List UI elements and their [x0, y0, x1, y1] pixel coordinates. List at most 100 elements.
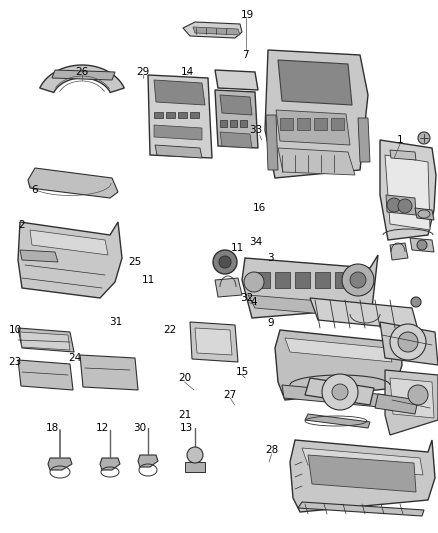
Polygon shape	[275, 328, 402, 400]
Text: 24: 24	[68, 353, 81, 363]
Text: 30: 30	[134, 423, 147, 433]
Text: 9: 9	[267, 318, 274, 328]
Polygon shape	[18, 222, 122, 298]
Polygon shape	[155, 145, 202, 158]
Polygon shape	[154, 112, 163, 118]
Polygon shape	[166, 112, 175, 118]
Polygon shape	[390, 378, 434, 418]
Polygon shape	[276, 110, 350, 145]
Polygon shape	[215, 90, 258, 148]
Polygon shape	[193, 27, 240, 35]
Circle shape	[411, 297, 421, 307]
Text: 16: 16	[253, 203, 266, 213]
Polygon shape	[40, 65, 124, 93]
Polygon shape	[266, 115, 278, 170]
Polygon shape	[190, 112, 199, 118]
Circle shape	[408, 385, 428, 405]
Circle shape	[398, 199, 412, 213]
Circle shape	[332, 384, 348, 400]
Polygon shape	[380, 322, 438, 365]
Polygon shape	[290, 440, 435, 512]
Polygon shape	[52, 70, 115, 80]
Polygon shape	[154, 80, 205, 105]
Polygon shape	[380, 140, 436, 240]
Polygon shape	[295, 272, 310, 288]
Polygon shape	[375, 394, 418, 414]
Polygon shape	[308, 455, 416, 492]
Polygon shape	[242, 255, 378, 318]
Polygon shape	[240, 120, 247, 127]
Text: 2: 2	[19, 220, 25, 230]
Text: 28: 28	[265, 445, 278, 455]
Polygon shape	[385, 155, 430, 230]
Text: 18: 18	[46, 423, 59, 433]
Text: 7: 7	[243, 50, 249, 60]
Text: 22: 22	[163, 325, 177, 335]
Polygon shape	[315, 272, 330, 288]
Polygon shape	[100, 458, 120, 470]
Text: 29: 29	[136, 67, 149, 77]
Polygon shape	[385, 370, 438, 435]
Text: 11: 11	[231, 243, 244, 253]
Polygon shape	[220, 132, 252, 148]
Text: 21: 21	[178, 410, 191, 420]
Polygon shape	[248, 295, 372, 318]
Circle shape	[187, 447, 203, 463]
Polygon shape	[390, 243, 408, 260]
Polygon shape	[415, 208, 434, 220]
Polygon shape	[48, 458, 72, 470]
Polygon shape	[265, 50, 368, 178]
Polygon shape	[220, 95, 252, 115]
Polygon shape	[305, 414, 370, 428]
Circle shape	[417, 240, 427, 250]
Circle shape	[398, 332, 418, 352]
Polygon shape	[28, 168, 118, 198]
Text: 6: 6	[32, 185, 38, 195]
Polygon shape	[195, 328, 232, 355]
Text: 27: 27	[224, 390, 237, 400]
Polygon shape	[215, 70, 258, 90]
Circle shape	[418, 132, 430, 144]
Circle shape	[390, 324, 426, 360]
Circle shape	[350, 272, 366, 288]
Text: 1: 1	[397, 135, 404, 145]
Polygon shape	[185, 462, 205, 472]
Polygon shape	[275, 272, 290, 288]
Text: 4: 4	[251, 297, 258, 307]
Text: 3: 3	[267, 253, 274, 263]
Text: 23: 23	[8, 357, 21, 367]
Polygon shape	[18, 328, 74, 352]
Text: 14: 14	[180, 67, 194, 77]
Text: 31: 31	[109, 317, 122, 327]
Text: 25: 25	[128, 257, 141, 267]
Polygon shape	[138, 455, 158, 467]
Text: 12: 12	[95, 423, 109, 433]
Polygon shape	[278, 148, 355, 175]
Circle shape	[387, 198, 401, 212]
Text: 32: 32	[240, 293, 254, 303]
Polygon shape	[282, 385, 390, 408]
Polygon shape	[305, 378, 374, 405]
Polygon shape	[310, 298, 418, 330]
Polygon shape	[410, 238, 434, 252]
Text: 34: 34	[249, 237, 262, 247]
Polygon shape	[358, 118, 370, 162]
Polygon shape	[302, 448, 423, 475]
Polygon shape	[314, 118, 327, 130]
Circle shape	[342, 264, 374, 296]
Text: 19: 19	[240, 10, 254, 20]
Polygon shape	[20, 332, 70, 350]
Circle shape	[219, 256, 231, 268]
Circle shape	[244, 272, 264, 292]
Text: 11: 11	[142, 275, 155, 285]
Polygon shape	[215, 278, 242, 297]
Polygon shape	[230, 120, 237, 127]
Polygon shape	[331, 118, 344, 130]
Text: 15: 15	[236, 367, 249, 377]
Polygon shape	[297, 118, 310, 130]
Polygon shape	[386, 195, 416, 215]
Polygon shape	[183, 22, 242, 38]
Polygon shape	[390, 150, 416, 160]
Polygon shape	[280, 118, 293, 130]
Polygon shape	[18, 360, 73, 390]
